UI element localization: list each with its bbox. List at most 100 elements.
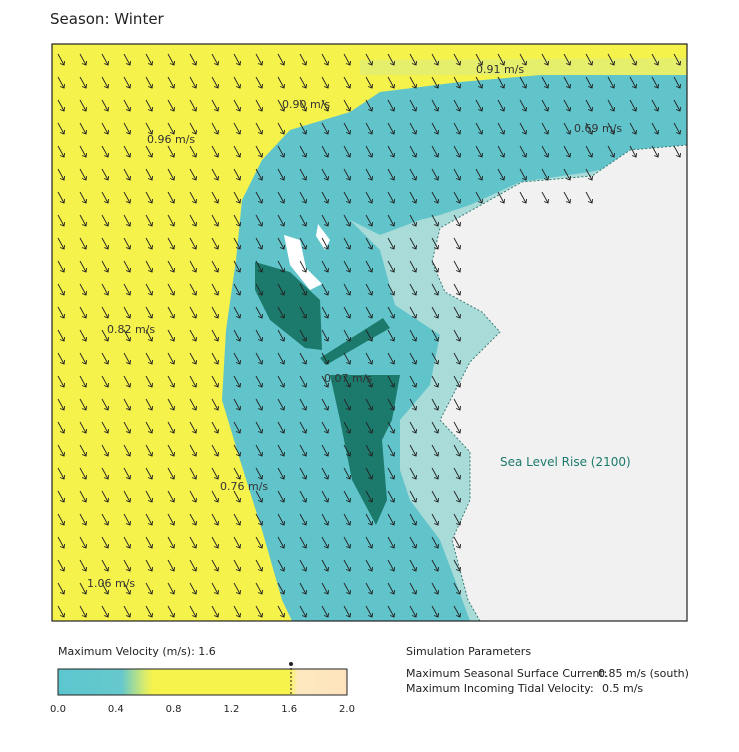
arrow-head: [389, 83, 395, 89]
arrow: [431, 53, 439, 66]
arrow: [145, 513, 153, 526]
arrow: [57, 283, 65, 296]
arrow-head: [565, 175, 571, 181]
arrow-head: [235, 428, 241, 434]
arrow-head: [125, 451, 131, 457]
arrow: [79, 398, 87, 411]
arrow-head: [389, 152, 395, 158]
arrow-head: [345, 566, 351, 572]
arrow-head: [59, 428, 65, 434]
arrow: [431, 191, 439, 204]
arrow-head: [323, 497, 329, 503]
arrow-head: [389, 589, 395, 595]
arrow: [145, 421, 153, 434]
arrow: [255, 168, 263, 181]
arrow-head: [191, 336, 197, 342]
arrow-head: [455, 451, 461, 457]
arrow: [541, 191, 549, 204]
arrow: [101, 306, 109, 319]
arrow-head: [213, 359, 219, 365]
arrow: [79, 53, 87, 66]
arrow: [211, 53, 219, 66]
arrow-head: [301, 129, 307, 135]
arrow-head: [59, 382, 65, 388]
arrow: [145, 191, 153, 204]
arrow: [409, 306, 417, 319]
arrow-head: [609, 106, 615, 112]
arrow-head: [433, 175, 439, 181]
arrow: [57, 168, 65, 181]
arrow: [211, 605, 219, 618]
arrow: [145, 329, 153, 342]
arrow-head: [257, 566, 263, 572]
arrow: [233, 306, 241, 319]
arrow-head: [81, 198, 87, 204]
arrow-head: [477, 60, 483, 66]
arrow-head: [301, 612, 307, 618]
arrow-head: [147, 428, 153, 434]
arrow: [255, 536, 263, 549]
arrow: [233, 76, 241, 89]
arrow-head: [81, 451, 87, 457]
arrow: [145, 145, 153, 158]
arrow-head: [345, 612, 351, 618]
arrow-head: [125, 497, 131, 503]
arrow-head: [213, 267, 219, 273]
arrow-head: [521, 129, 527, 135]
arrow: [585, 122, 593, 135]
arrow-head: [213, 106, 219, 112]
arrow-head: [433, 244, 439, 250]
arrow-head: [279, 520, 285, 526]
arrow-head: [433, 451, 439, 457]
arrow-head: [455, 267, 461, 273]
arrow: [453, 467, 461, 480]
arrow-head: [411, 612, 417, 618]
arrow: [211, 582, 219, 595]
arrow-head: [323, 428, 329, 434]
arrow-head: [235, 474, 241, 480]
arrow: [233, 99, 241, 112]
arrow-head: [59, 60, 65, 66]
arrow: [541, 168, 549, 181]
arrow-head: [587, 129, 593, 135]
tick-label: 1.2: [223, 704, 239, 715]
arrow-head: [411, 244, 417, 250]
arrow: [343, 605, 351, 618]
arrow: [211, 444, 219, 457]
arrow-field: [57, 53, 681, 618]
param-name: Maximum Seasonal Surface Current:: [406, 667, 607, 680]
arrow: [211, 214, 219, 227]
arrow-head: [191, 382, 197, 388]
arrow: [497, 191, 505, 204]
arrow-head: [191, 428, 197, 434]
arrow: [277, 122, 285, 135]
arrow-head: [433, 83, 439, 89]
arrow-head: [345, 129, 351, 135]
arrow-head: [147, 474, 153, 480]
arrow-head: [103, 83, 109, 89]
arrow-head: [103, 589, 109, 595]
arrow: [167, 214, 175, 227]
arrow-head: [411, 520, 417, 526]
arrow: [365, 375, 373, 388]
arrow: [299, 444, 307, 457]
arrow: [233, 191, 241, 204]
arrow-head: [279, 382, 285, 388]
arrow-head: [367, 152, 373, 158]
colorbar: [57, 668, 348, 696]
arrow-head: [257, 83, 263, 89]
arrow: [189, 76, 197, 89]
arrow: [189, 421, 197, 434]
arrow: [211, 283, 219, 296]
arrow: [365, 214, 373, 227]
arrow-head: [543, 83, 549, 89]
arrow-head: [103, 244, 109, 250]
arrow-head: [191, 451, 197, 457]
arrow: [453, 99, 461, 112]
arrow: [277, 76, 285, 89]
arrow-head: [543, 198, 549, 204]
arrow: [387, 76, 395, 89]
arrow: [585, 99, 593, 112]
arrow: [189, 513, 197, 526]
arrow-head: [125, 221, 131, 227]
